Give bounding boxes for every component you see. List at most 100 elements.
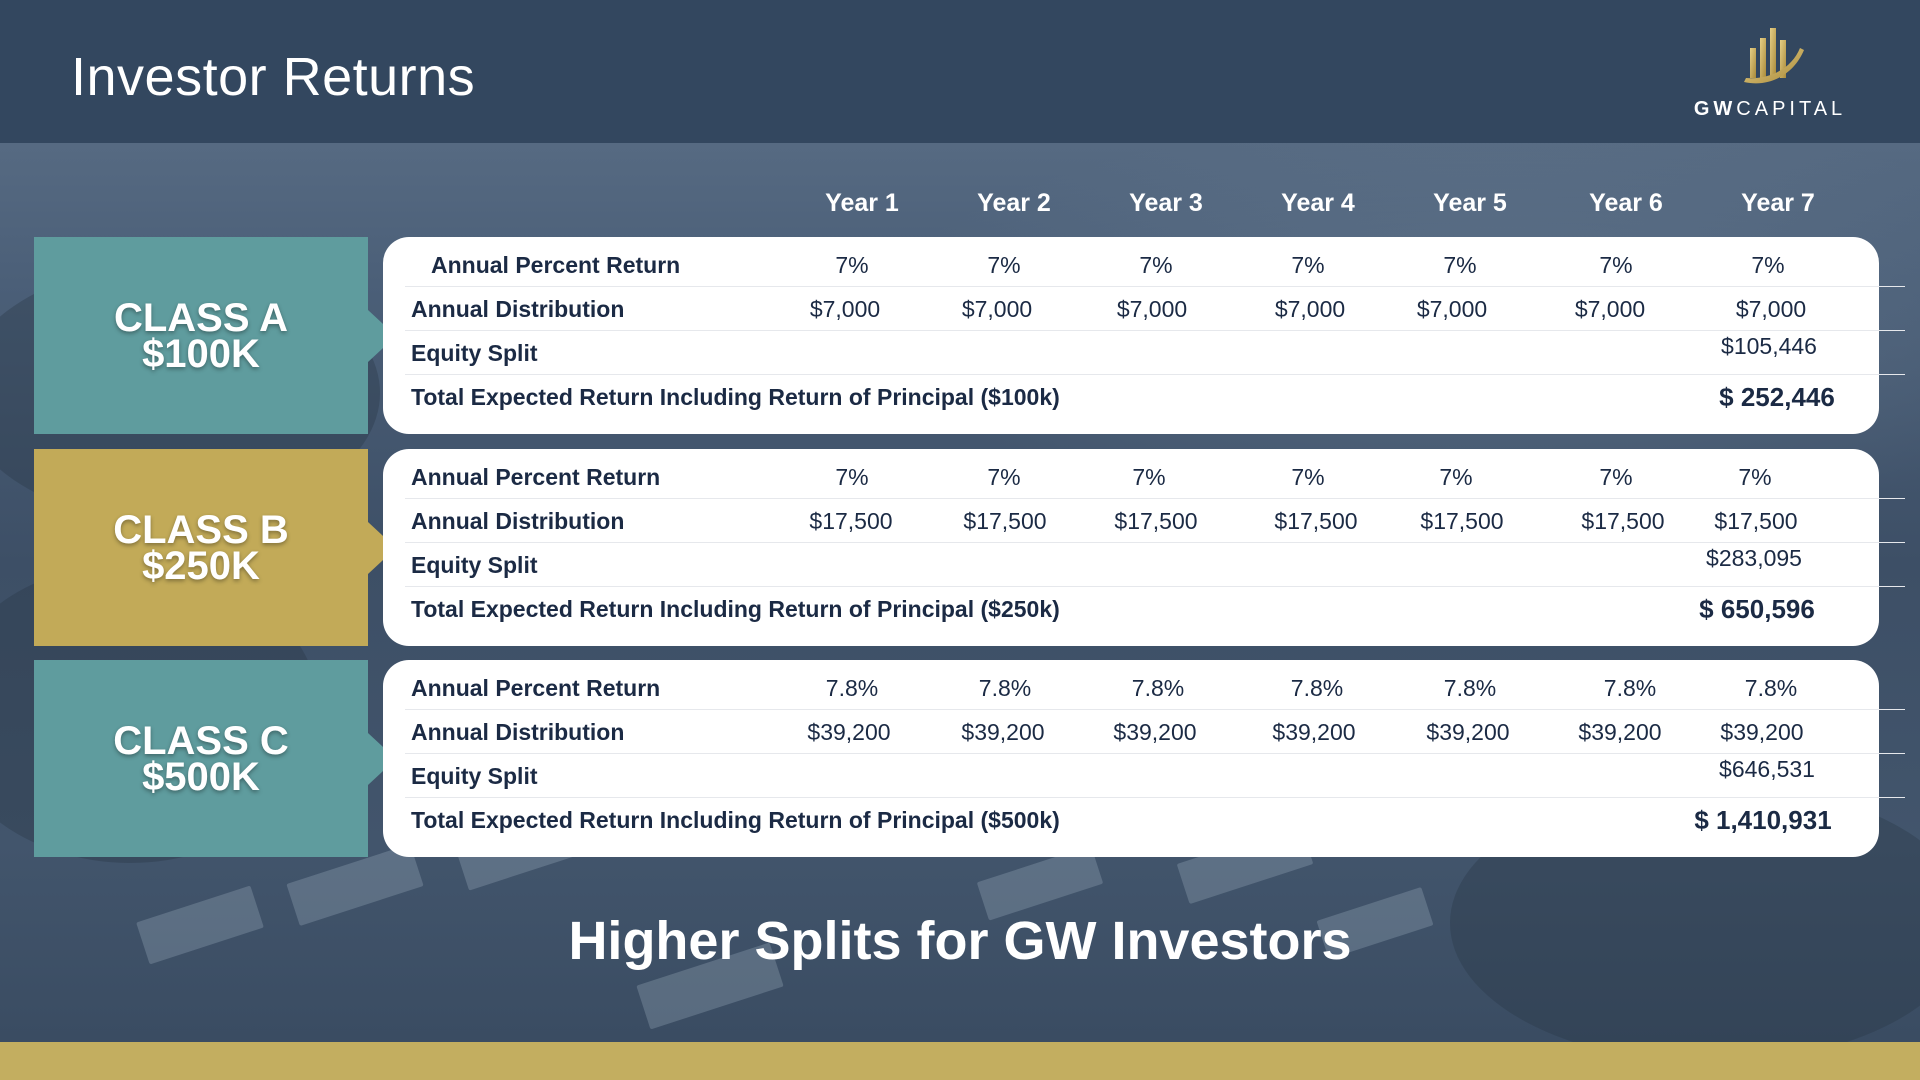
year-header-row: Year 1 Year 2 Year 3 Year 4 Year 5 Year … (790, 189, 1850, 229)
distribution-cell: $7,000 (1735, 296, 1807, 322)
percent-cell: 7.8% (1131, 675, 1185, 701)
year-header: Year 3 (1129, 189, 1203, 217)
equity-cell: $283,095 (1706, 545, 1802, 571)
header-bar: Investor Returns GWCAPITAL (0, 0, 1920, 143)
page-title: Investor Returns (71, 47, 476, 107)
distribution-cell: $39,200 (961, 719, 1045, 745)
equity-cell: $105,446 (1721, 333, 1817, 359)
percent-return-row: Annual Percent Return 7.8% 7.8% 7.8% 7.8… (383, 666, 1905, 710)
row-label: Total Expected Return Including Return o… (411, 807, 1060, 833)
year-header: Year 6 (1589, 189, 1663, 217)
class-a-label: CLASS A $100K (34, 237, 396, 434)
annual-distribution-row: Annual Distribution $39,200 $39,200 $39,… (383, 710, 1905, 754)
row-divider (405, 709, 1905, 710)
row-divider (405, 374, 1905, 375)
brand-wordmark-bold: GW (1693, 98, 1737, 120)
distribution-cell: $39,200 (1113, 719, 1197, 745)
class-amount: $250K (142, 543, 260, 588)
gw-capital-logo-icon (1744, 28, 1804, 84)
distribution-cell: $7,000 (1274, 296, 1346, 322)
row-label: Annual Distribution (411, 296, 625, 322)
brand-wordmark: GWCAPITAL (1690, 98, 1850, 121)
distribution-cell: $39,200 (1272, 719, 1356, 745)
total-value: $ 1,410,931 (1694, 805, 1832, 835)
row-divider (405, 330, 1905, 331)
tagline-heading: Higher Splits for GW Investors (568, 911, 1352, 971)
class-c-returns-card: Annual Percent Return 7.8% 7.8% 7.8% 7.8… (383, 660, 1905, 857)
distribution-cell: $17,500 (809, 508, 893, 534)
class-name: CLASS B (113, 507, 289, 552)
row-divider (405, 753, 1905, 754)
percent-cell: 7.8% (825, 675, 879, 701)
percent-cell: 7% (1439, 464, 1473, 490)
distribution-cell: $17,500 (1581, 508, 1665, 534)
row-label: Total Expected Return Including Return o… (411, 596, 1060, 622)
distribution-cell: $39,200 (1720, 719, 1804, 745)
class-name: CLASS A (113, 295, 289, 340)
percent-cell: 7% (1443, 252, 1477, 278)
distribution-cell: $17,500 (963, 508, 1047, 534)
total-return-row: Total Expected Return Including Return o… (383, 798, 1879, 842)
percent-cell: 7.8% (978, 675, 1032, 701)
class-b-label: CLASS B $250K (34, 449, 396, 646)
row-label: Equity Split (411, 340, 538, 366)
row-label: Annual Percent Return (431, 252, 681, 278)
year-header: Year 7 (1741, 189, 1815, 217)
percent-cell: 7.8% (1744, 675, 1798, 701)
distribution-cell: $17,500 (1274, 508, 1358, 534)
row-label: Annual Distribution (411, 719, 625, 745)
distribution-cell: $17,500 (1420, 508, 1504, 534)
percent-cell: 7% (835, 464, 869, 490)
class-c-label: CLASS C $500K (34, 660, 396, 857)
percent-cell: 7.8% (1443, 675, 1497, 701)
equity-cell: $646,531 (1719, 756, 1815, 782)
distribution-cell: $7,000 (1116, 296, 1188, 322)
row-divider (405, 797, 1905, 798)
distribution-cell: $17,500 (1714, 508, 1798, 534)
percent-cell: 7% (1738, 464, 1772, 490)
year-header: Year 2 (977, 189, 1051, 217)
row-label: Total Expected Return Including Return o… (411, 384, 1060, 410)
row-divider (405, 542, 1905, 543)
annual-distribution-row: Annual Distribution $7,000 $7,000 $7,000… (383, 287, 1905, 331)
percent-cell: 7% (987, 464, 1021, 490)
brand-wordmark-light: CAPITAL (1736, 98, 1847, 120)
percent-cell: 7% (835, 252, 869, 278)
distribution-cell: $7,000 (1574, 296, 1646, 322)
distribution-cell: $39,200 (1426, 719, 1510, 745)
class-b-returns-card: Annual Percent Return 7% 7% 7% 7% 7% 7% … (383, 449, 1905, 646)
percent-cell: 7.8% (1290, 675, 1344, 701)
distribution-cell: $7,000 (809, 296, 881, 322)
percent-cell: 7% (1599, 464, 1633, 490)
row-label: Equity Split (411, 763, 538, 789)
distribution-cell: $39,200 (1578, 719, 1662, 745)
percent-cell: 7% (987, 252, 1021, 278)
row-divider (405, 498, 1905, 499)
row-label: Annual Distribution (411, 508, 625, 534)
distribution-cell: $7,000 (961, 296, 1033, 322)
percent-return-row: Annual Percent Return 7% 7% 7% 7% 7% 7% … (383, 243, 1905, 287)
class-a-returns-card: Annual Percent Return 7% 7% 7% 7% 7% 7% … (383, 237, 1905, 434)
row-divider (405, 286, 1905, 287)
total-value: $ 650,596 (1699, 594, 1815, 624)
equity-split-row: Equity Split $646,531 (383, 754, 1905, 798)
total-return-row: Total Expected Return Including Return o… (383, 587, 1879, 631)
annual-distribution-row: Annual Distribution $17,500 $17,500 $17,… (383, 499, 1905, 543)
class-amount: $100K (142, 331, 260, 376)
year-header: Year 1 (825, 189, 899, 217)
class-name: CLASS C (113, 718, 289, 763)
equity-split-row: Equity Split $105,446 (383, 331, 1905, 375)
equity-split-row: Equity Split $283,095 (383, 543, 1905, 587)
percent-cell: 7% (1751, 252, 1785, 278)
percent-cell: 7% (1132, 464, 1166, 490)
row-label: Annual Percent Return (411, 464, 661, 490)
distribution-cell: $17,500 (1114, 508, 1198, 534)
year-header: Year 4 (1281, 189, 1355, 217)
percent-cell: 7.8% (1603, 675, 1657, 701)
footer-accent-bar (0, 1042, 1920, 1080)
row-label: Equity Split (411, 552, 538, 578)
class-amount: $500K (142, 754, 260, 799)
total-return-row: Total Expected Return Including Return o… (383, 375, 1879, 419)
distribution-cell: $7,000 (1416, 296, 1488, 322)
distribution-cell: $39,200 (807, 719, 891, 745)
